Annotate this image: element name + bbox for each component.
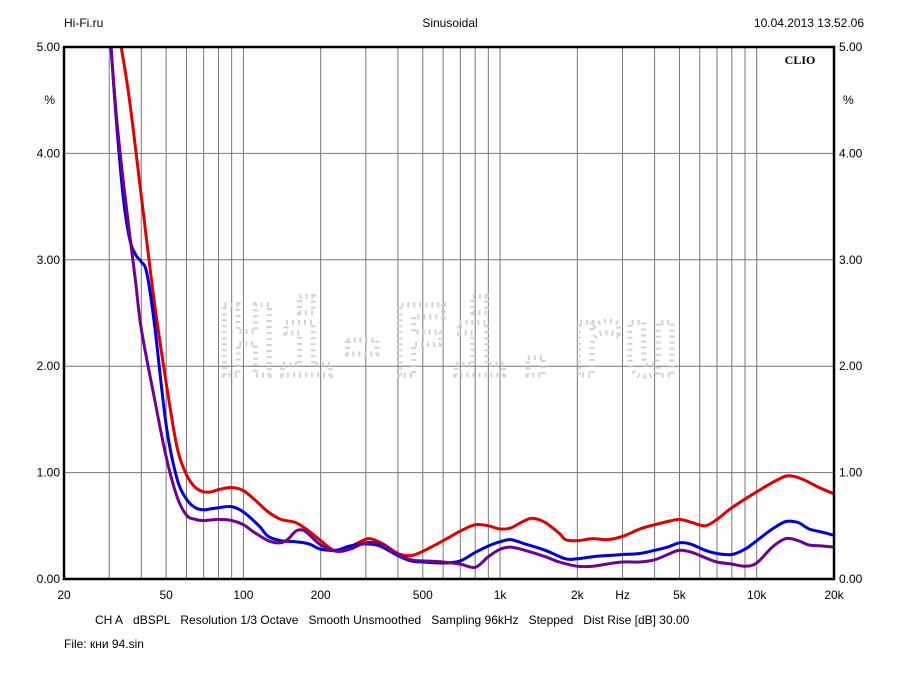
resolution-label: Resolution 1/3 Octave [180,613,299,627]
axis-labels: 0.00 0.00 1.00 1.00 2.00 2.00 3.00 3.00 4.00 4.00… [37,40,863,602]
y-tick-label-left: 0.00 [37,572,61,586]
y-tick-label-right: 5.00 [839,40,863,54]
clio-brand-label: CLIO [785,53,816,67]
x-tick-label: 50 [159,588,173,602]
watermark-logo: Hi-Fi.ru [215,284,682,401]
y-tick-label-right: 3.00 [839,253,863,267]
measurement-settings: CH A dBSPL Resolution 1/3 Octave Smooth Uns… [95,613,699,627]
x-tick-label: 1k [494,588,508,602]
series-line-1 [119,47,834,558]
y-tick-label-right: 0.00 [839,572,863,586]
x-tick-label: 500 [413,588,433,602]
header-timestamp: 10.04.2013 13.52.06 [753,16,864,30]
x-tick-label: 5k [673,588,687,602]
y-unit-label-left: % [44,93,55,107]
y-unit-label-right: % [843,93,854,107]
x-tick-label: 20 [57,588,71,602]
x-tick-label: 10k [747,588,767,602]
plot-frame [62,45,836,581]
sampling-label: Sampling 96kHz [431,613,519,627]
y-tick-label-left: 3.00 [37,253,61,267]
channel-label: CH A [95,613,124,627]
chart-grid [64,47,834,579]
x-unit-label: Hz [615,588,630,602]
y-tick-label-right: 4.00 [839,146,863,160]
x-tick-label: 20k [824,588,844,602]
y-tick-label-left: 2.00 [37,359,61,373]
y-tick-label-left: 1.00 [37,466,61,480]
smooth-label: Smooth Unsmoothed [308,613,422,627]
file-label: File: кни 94.sin [64,637,144,651]
dist-rise-label: Dist Rise [dB] 30.00 [583,613,690,627]
watermark-text: Hi-Fi.ru [218,286,680,398]
mode-label: Stepped [528,613,574,627]
series-layer [109,47,834,570]
x-tick-label: 200 [311,588,331,602]
header-left-label: Hi-Fi.ru [64,16,104,30]
x-tick-label: 100 [233,588,253,602]
unit-label: dBSPL [133,613,171,627]
y-tick-label-left: 4.00 [37,146,61,160]
x-tick-label: 2k [571,588,585,602]
y-tick-label-left: 5.00 [37,40,61,54]
y-tick-label-right: 1.00 [839,466,863,480]
y-tick-label-right: 2.00 [839,359,863,373]
header-title: Sinusoidal [422,16,478,30]
series-line-3 [109,47,834,570]
